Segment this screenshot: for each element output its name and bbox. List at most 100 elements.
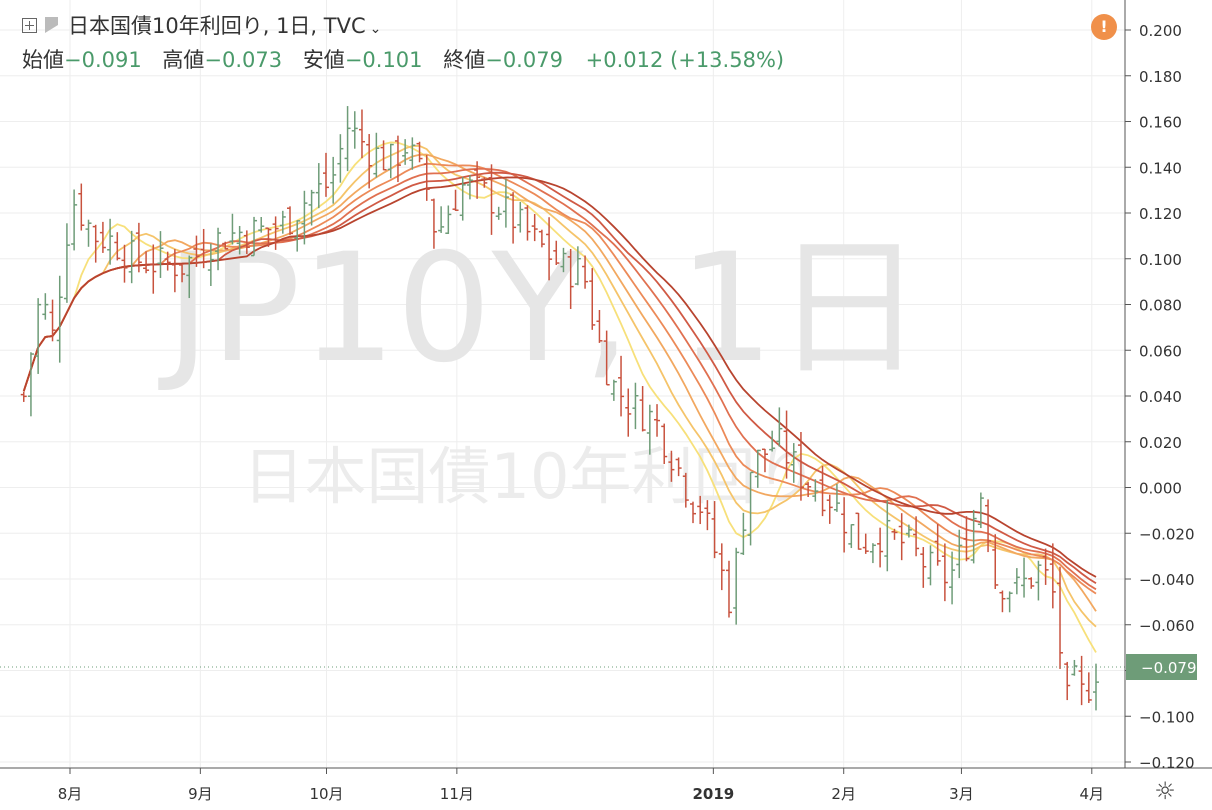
ohlc-bar xyxy=(222,241,229,250)
ohlc-bar xyxy=(330,156,337,204)
ohlc-bar xyxy=(805,482,812,498)
ohlc-bar xyxy=(1006,591,1013,613)
ohlc-bar xyxy=(855,512,862,550)
low-label: 安値 xyxy=(302,48,345,72)
ohlc-bar xyxy=(272,216,279,250)
ohlc-bar xyxy=(675,457,682,477)
ohlc-bar xyxy=(877,527,884,568)
ohlc-bar xyxy=(236,225,243,255)
ohlc-bar xyxy=(366,134,373,189)
chevron-down-icon[interactable]: ⌄ xyxy=(369,21,382,37)
ma-ribbon xyxy=(22,141,1097,653)
y-tick-label: 0.060 xyxy=(1139,342,1182,360)
x-tick-label: 11月 xyxy=(440,785,474,803)
y-tick-label: 0.020 xyxy=(1139,434,1182,452)
ohlc-bar xyxy=(35,298,42,374)
y-tick-label: 0.040 xyxy=(1139,388,1182,406)
open-value: −0.091 xyxy=(64,48,142,72)
ohlc-bar xyxy=(207,243,214,286)
watermark-symbol: JP10Y, 1日 xyxy=(158,222,924,396)
watermark: JP10Y, 1日 日本国債10年利回り xyxy=(158,222,924,513)
ohlc-bar xyxy=(452,189,459,211)
x-tick-label: 10月 xyxy=(309,785,343,803)
x-axis[interactable]: 8月 9月 10月 11月 2019 2月 3月 4月 xyxy=(58,768,1104,803)
ohlc-bar xyxy=(344,106,351,172)
ohlc-bar xyxy=(251,216,258,257)
ohlc-bar xyxy=(402,139,409,165)
alert-icon[interactable]: ! xyxy=(1091,14,1117,40)
high-label: 高値 xyxy=(162,48,205,72)
ohlc-bar xyxy=(769,430,776,452)
ohlc-bar xyxy=(725,560,732,618)
ohlc-bar xyxy=(891,528,898,540)
ohlc-bar xyxy=(920,547,927,588)
ohlc-bar xyxy=(322,152,329,197)
ohlc-bar xyxy=(992,534,999,589)
ohlc-bar xyxy=(927,545,934,586)
x-tick-label: 2019 xyxy=(692,785,734,803)
ohlc-bar xyxy=(78,183,85,231)
ohlc-bar xyxy=(394,135,401,183)
ohlc-bar xyxy=(949,551,956,605)
y-tick-label: −0.060 xyxy=(1139,617,1195,635)
low-value: −0.101 xyxy=(344,48,423,72)
ohlc-bar xyxy=(934,524,941,566)
ohlc-bar xyxy=(481,177,488,188)
ohlc-bar xyxy=(1013,568,1020,595)
ohlc-bar xyxy=(884,500,891,572)
ohlc-bar xyxy=(1042,548,1049,585)
ohlc-bar xyxy=(646,404,653,455)
y-tick-label: −0.120 xyxy=(1139,754,1195,772)
change-value: +0.012 xyxy=(585,48,664,72)
y-tick-label: 0.180 xyxy=(1139,68,1182,86)
ohlc-bar xyxy=(704,500,711,531)
ohlc-bar xyxy=(848,523,855,549)
ohlc-bar xyxy=(596,310,603,343)
ohlc-bar xyxy=(956,529,963,579)
high-value: −0.073 xyxy=(204,48,283,72)
ohlc-bar xyxy=(308,189,315,226)
last-price-label: −0.079 xyxy=(1141,659,1197,677)
flag-icon[interactable] xyxy=(45,17,58,33)
ohlc-bar xyxy=(747,471,754,546)
ohlc-bar xyxy=(265,227,272,247)
ohlc-bar xyxy=(1049,543,1056,609)
ohlc-bar xyxy=(438,206,445,233)
ohlc-bar xyxy=(639,386,646,432)
ohlc-bar xyxy=(258,216,265,233)
symbol-header[interactable]: 日本国債10年利回り, 1日, TVC ⌄ xyxy=(22,10,381,40)
ohlc-bar xyxy=(502,179,509,228)
plus-square-icon[interactable] xyxy=(22,17,37,33)
y-tick-label: 0.140 xyxy=(1139,159,1182,177)
ohlc-bar xyxy=(128,230,135,284)
ohlc-bar xyxy=(682,472,689,508)
ohlc-bar xyxy=(474,161,481,199)
ohlc-bar xyxy=(301,190,308,245)
ohlc-bar xyxy=(862,533,869,554)
ohlc-bar xyxy=(157,231,164,278)
ohlc-bar xyxy=(186,255,193,299)
y-tick-label: 0.080 xyxy=(1139,297,1182,315)
y-tick-label: 0.120 xyxy=(1139,205,1182,223)
ohlc-bar xyxy=(740,512,747,555)
ohlc-bar xyxy=(135,222,142,273)
ohlc-bar xyxy=(1085,672,1092,704)
y-tick-label: −0.040 xyxy=(1139,571,1195,589)
symbol-title[interactable]: 日本国債10年利回り, 1日, TVC xyxy=(68,14,366,38)
ohlc-bar xyxy=(697,495,704,525)
ohlc-bar xyxy=(999,590,1006,613)
ohlc-bar xyxy=(495,206,502,220)
gear-icon[interactable]: ☼ xyxy=(1154,777,1176,805)
ohlc-bar xyxy=(337,134,344,183)
ohlc-bar xyxy=(1021,557,1028,598)
ohlc-bar xyxy=(243,230,250,255)
ohlc-bar xyxy=(488,164,495,235)
ohlc-bar xyxy=(898,513,905,561)
ma-line xyxy=(22,141,1097,653)
ohlc-bar xyxy=(27,352,34,417)
ohlc-bar xyxy=(517,201,524,233)
ohlc-bar xyxy=(85,219,92,247)
ohlc-bar xyxy=(510,192,517,244)
ohlc-bar xyxy=(380,140,387,171)
